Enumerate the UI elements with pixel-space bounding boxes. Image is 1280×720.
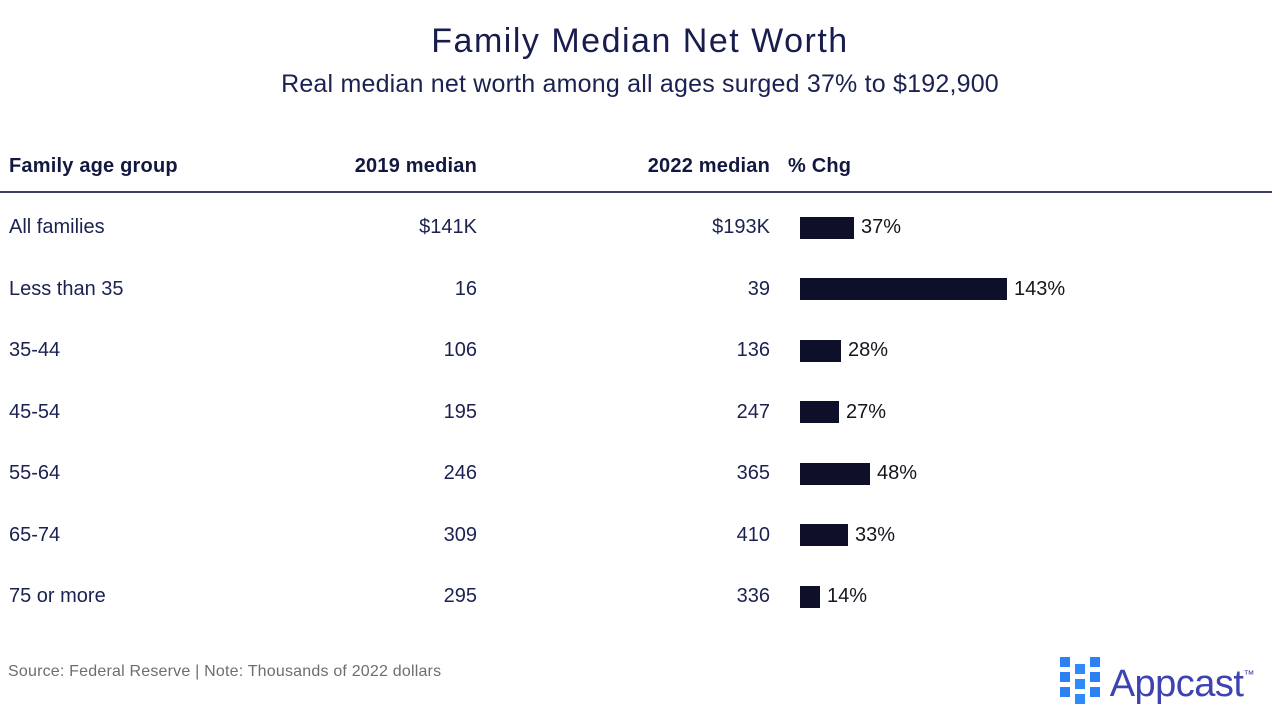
row-age-group-label: 45-54 [9,400,61,423]
row-2019-median-value: 106 [443,339,477,362]
page-subtitle: Real median net worth among all ages sur… [281,70,999,98]
appcast-logo-mark-icon [1059,655,1100,705]
row-2022-median-value: 136 [736,339,770,362]
row-age-group-label: 35-44 [9,339,61,362]
row-pct-chg-cell: 37% [770,216,901,239]
pct-chg-label: 28% [848,339,889,362]
row-2022-median-value: $193K [712,216,770,239]
row-2019-median-value: 295 [443,585,477,608]
header-divider-line [0,191,1272,193]
row-age-group-label: All families [9,216,105,239]
pct-chg-label: 33% [855,523,896,546]
pct-chg-bar [800,462,870,485]
row-2019-median-value: 195 [443,400,477,423]
pct-chg-label: 27% [846,400,887,423]
table-row: 75 or more 295 336 14% [0,566,1280,628]
row-2022-median-value: 247 [736,400,770,423]
column-header-2022-median: 2022 median [647,154,770,177]
pct-chg-bar [800,278,1007,301]
trademark-symbol: ™ [1243,669,1255,681]
table-row: 35-44 106 136 28% [0,320,1280,382]
row-pct-chg-cell: 33% [770,524,895,547]
row-2019-median-value: 309 [443,523,477,546]
pct-chg-bar [800,524,848,547]
row-2019-median-value: 16 [454,277,477,300]
row-age-group-label: 65-74 [9,523,61,546]
row-pct-chg-cell: 48% [770,462,917,485]
appcast-logo: Appcast™ [1059,650,1255,709]
row-pct-chg-cell: 27% [770,401,886,424]
table-row: 55-64 246 365 48% [0,443,1280,505]
row-pct-chg-cell: 143% [770,278,1065,301]
page-title: Family Median Net Worth [431,22,849,60]
pct-chg-label: 37% [861,216,902,239]
row-pct-chg-cell: 14% [770,585,867,608]
pct-chg-bar [800,216,854,239]
row-age-group-label: Less than 35 [9,277,124,300]
pct-chg-bar [800,401,839,424]
table-header-row: Family age group 2019 median 2022 median… [0,150,1280,182]
row-pct-chg-cell: 28% [770,339,888,362]
row-2022-median-value: 336 [736,585,770,608]
pct-chg-label: 48% [877,462,918,485]
row-2019-median-value: $141K [419,216,477,239]
column-header-age-group: Family age group [9,154,178,177]
table-row: 45-54 195 247 27% [0,382,1280,444]
column-header-2019-median: 2019 median [354,154,477,177]
table-row: 65-74 309 410 33% [0,505,1280,567]
pct-chg-bar [800,585,820,608]
table-body: All families $141K $193K 37% Less than 3… [0,194,1280,628]
row-2022-median-value: 365 [736,462,770,485]
source-note: Source: Federal Reserve | Note: Thousand… [8,663,442,680]
row-2022-median-value: 39 [747,277,770,300]
appcast-logo-text: Appcast™ [1109,663,1255,705]
table-row: Less than 35 16 39 143% [0,259,1280,321]
column-header-pct-chg: % Chg [788,154,852,177]
table-row: All families $141K $193K 37% [0,197,1280,259]
pct-chg-label: 14% [827,585,868,608]
row-2022-median-value: 410 [736,523,770,546]
row-age-group-label: 75 or more [9,585,106,608]
pct-chg-label: 143% [1014,277,1066,300]
row-age-group-label: 55-64 [9,462,61,485]
row-2019-median-value: 246 [443,462,477,485]
pct-chg-bar [800,339,841,362]
